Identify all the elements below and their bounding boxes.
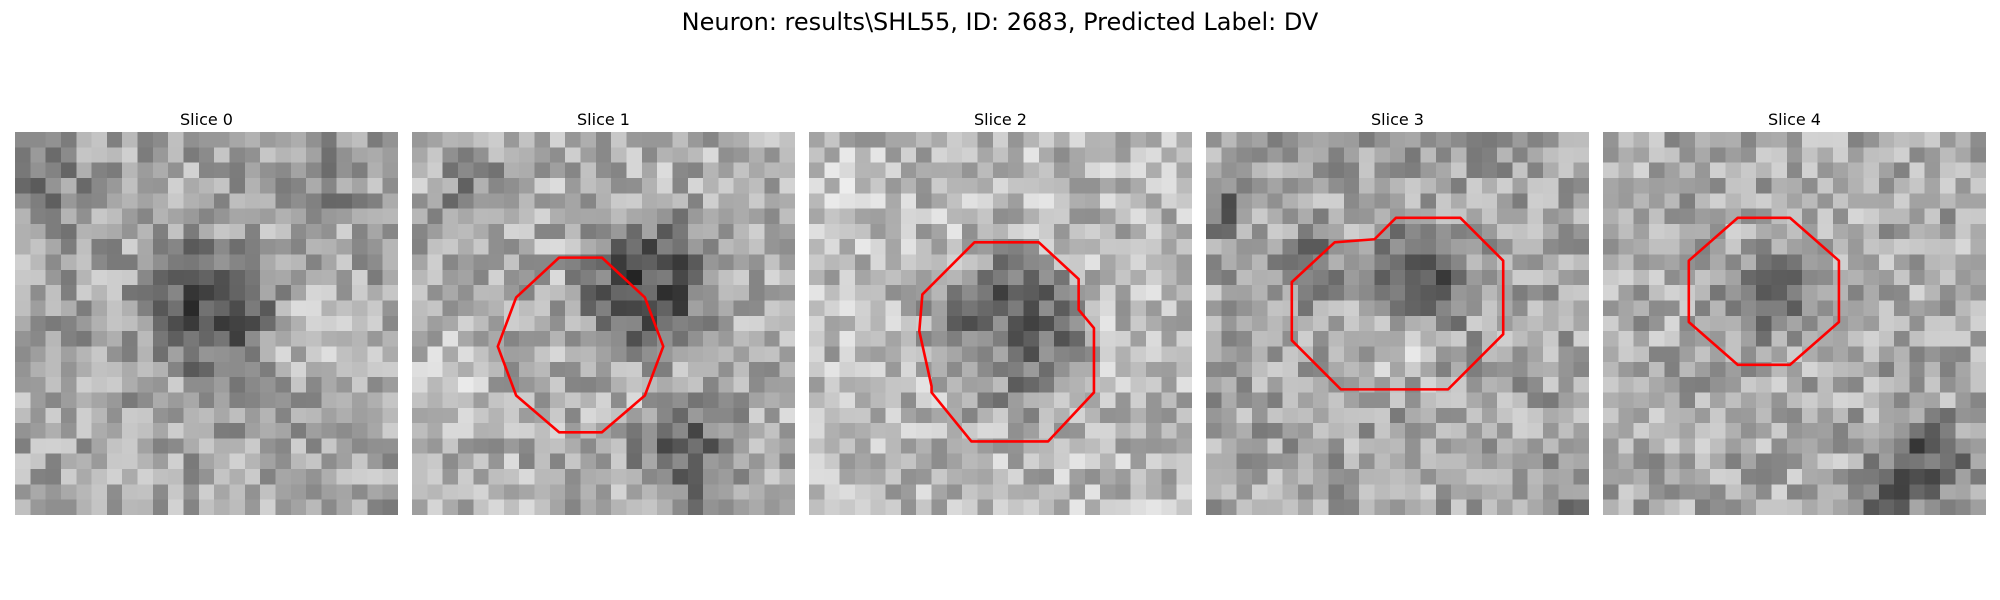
pixel-grid-2 (809, 132, 1192, 515)
slice-image-4 (1603, 132, 1986, 515)
slice-panel-4: Slice 4 (1603, 108, 1986, 515)
slice-panel-3: Slice 3 (1206, 108, 1589, 515)
slice-title-3: Slice 3 (1371, 110, 1424, 129)
slice-image-0 (15, 132, 398, 515)
roi-contour-4 (1687, 216, 1841, 367)
roi-contour-2 (918, 241, 1096, 443)
slice-panel-1: Slice 1 (412, 108, 795, 515)
pixel-grid-3 (1206, 132, 1589, 515)
roi-contour-3 (1290, 216, 1505, 391)
slice-panel-0: Slice 0 (15, 108, 398, 515)
slice-title-4: Slice 4 (1768, 110, 1821, 129)
slice-image-2 (809, 132, 1192, 515)
slice-image-1 (412, 132, 795, 515)
slice-image-3 (1206, 132, 1589, 515)
pixel-grid-4 (1603, 132, 1986, 515)
slice-title-2: Slice 2 (974, 110, 1027, 129)
slice-panel-2: Slice 2 (809, 108, 1192, 515)
pixel-grid-1 (412, 132, 795, 515)
slice-title-1: Slice 1 (577, 110, 630, 129)
figure-title: Neuron: results\SHL55, ID: 2683, Predict… (681, 8, 1319, 36)
pixel-grid-0 (15, 132, 398, 515)
slice-title-0: Slice 0 (180, 110, 233, 129)
roi-contour-1 (496, 256, 665, 434)
